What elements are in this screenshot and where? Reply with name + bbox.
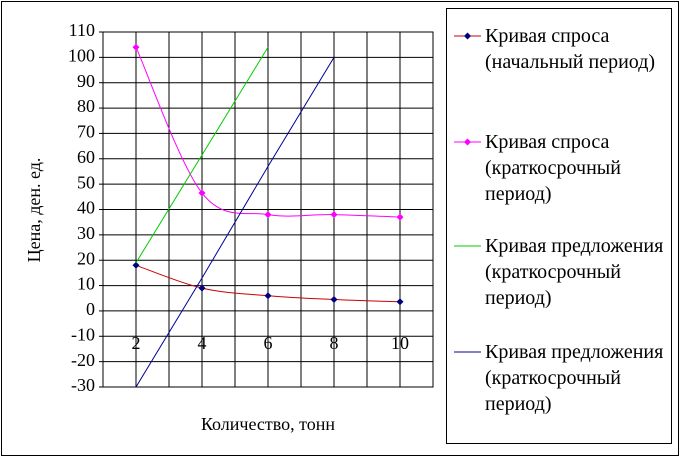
data-point (396, 213, 404, 221)
y-tick-label: 10 (77, 274, 95, 294)
y-tick-label: 40 (77, 198, 95, 218)
plot-area (102, 31, 434, 388)
data-point (264, 211, 272, 219)
data-point (198, 284, 206, 292)
y-tick-label: 0 (86, 299, 95, 319)
y-tick-label: 70 (77, 122, 95, 142)
legend-label: Кривая спроса (начальный период) (485, 25, 656, 73)
y-tick-label: 20 (77, 248, 95, 268)
x-tick-label: 8 (330, 333, 339, 353)
legend-swatch (454, 138, 481, 146)
y-tick-label: 60 (77, 147, 95, 167)
y-tick-label: -20 (71, 350, 95, 370)
x-tick-label: 10 (391, 333, 409, 353)
data-point (264, 292, 272, 300)
legend-marker (464, 32, 471, 40)
legend-marker (464, 138, 471, 146)
legend-swatch (454, 32, 481, 40)
legend: Кривая спроса (начальный период) Кривая с… (446, 8, 672, 444)
y-tick-label: 90 (77, 71, 95, 91)
series-line (135, 46, 269, 264)
data-point (132, 261, 140, 269)
legend-swatch (454, 351, 481, 353)
y-tick-label: 110 (69, 20, 95, 40)
y-tick-label: 50 (77, 172, 95, 192)
x-axis-label: Количество, тонн (201, 414, 335, 434)
legend-swatch (454, 245, 481, 247)
data-point (198, 189, 206, 197)
y-axis-label: Цена, ден. ед. (24, 158, 44, 263)
legend-label: Кривая спроса (краткосрочный период) (485, 131, 621, 205)
data-point (330, 296, 338, 304)
data-point (396, 298, 404, 306)
data-point (132, 43, 140, 51)
data-point (330, 211, 338, 219)
legend-label: Кривая предложения (краткосрочный период… (485, 235, 664, 309)
series-line (135, 47, 401, 218)
y-tick-label: 30 (77, 223, 95, 243)
y-tick-label: -10 (71, 324, 95, 344)
series-line (135, 57, 335, 388)
y-tick-label: -30 (71, 375, 95, 395)
x-tick-label: 2 (132, 333, 141, 353)
x-tick-label: 6 (264, 333, 273, 353)
y-tick-label: 100 (68, 45, 95, 65)
x-tick-label: 4 (198, 333, 207, 353)
y-tick-label: 80 (77, 96, 95, 116)
legend-label: Кривая предложения (краткосрочный период… (485, 341, 664, 415)
